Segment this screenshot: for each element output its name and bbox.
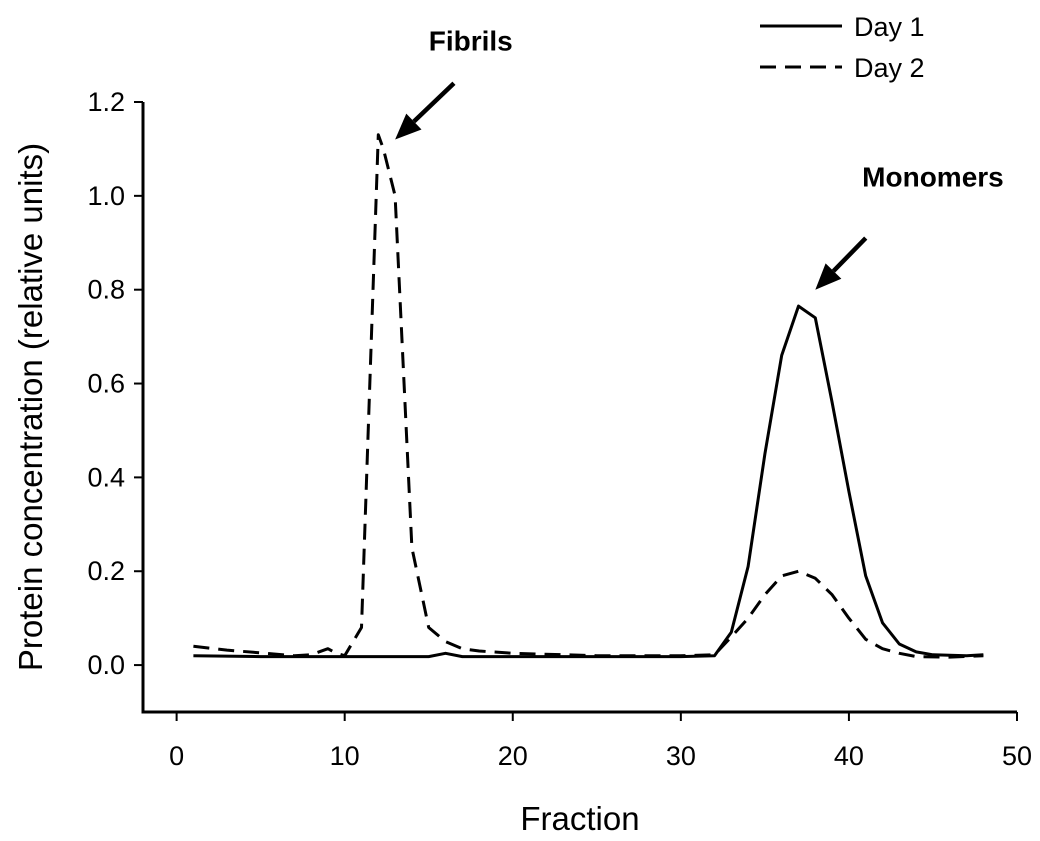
x-ticks: 0 10 20 30 40 50 (169, 712, 1032, 771)
legend-label-day-1: Day 1 (854, 12, 925, 42)
annotation-arrowhead-fibrils (395, 113, 422, 140)
legend-label-day-2: Day 2 (854, 53, 925, 83)
annotation-label-monomers: Monomers (862, 161, 1004, 192)
series-line-day-2 (193, 133, 984, 659)
y-tick-label: 1.0 (87, 181, 125, 211)
y-tick-label: 0.2 (87, 556, 125, 586)
annotation-arrowhead-monomers (815, 263, 842, 290)
x-tick-label: 30 (666, 741, 696, 771)
x-tick-label: 10 (330, 741, 360, 771)
y-axis-title: Protein concentration (relative units) (12, 143, 49, 671)
y-tick-label: 0.4 (87, 462, 125, 492)
series-line-day-1 (193, 304, 984, 659)
x-tick-label: 50 (1002, 741, 1032, 771)
x-axis: 0 10 20 30 40 50 (141, 710, 1032, 771)
y-tick-label: 1.2 (87, 87, 125, 117)
annotation-arrow-fibrils (412, 81, 456, 124)
annotation-label-fibrils: Fibrils (429, 25, 513, 56)
y-tick-label: 0.0 (87, 650, 125, 680)
y-tick-label: 0.8 (87, 275, 125, 305)
y-tick-label: 0.6 (87, 369, 125, 399)
x-axis-title: Fraction (520, 800, 639, 837)
y-ticks: 0.0 0.2 0.4 0.6 0.8 1.0 1.2 (87, 87, 143, 680)
y-axis: 0.0 0.2 0.4 0.6 0.8 1.0 1.2 (87, 87, 145, 714)
x-tick-label: 20 (498, 741, 528, 771)
x-tick-label: 40 (834, 741, 864, 771)
series-layer (193, 133, 984, 659)
x-tick-label: 0 (169, 741, 184, 771)
legend: Day 1 Day 2 (760, 12, 925, 83)
annotation-arrow-monomers (831, 236, 868, 273)
annotation-layer: Fibrils Monomers (395, 25, 1004, 290)
